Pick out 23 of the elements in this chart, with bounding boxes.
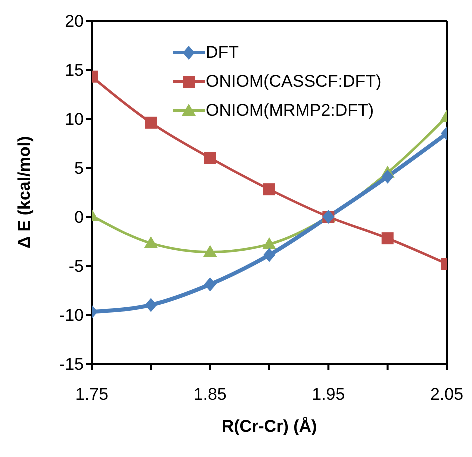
x-axis-title: R(Cr-Cr) (Å) (222, 417, 318, 436)
y-tick-label: -15 (59, 355, 84, 374)
y-tick-label: 20 (65, 12, 84, 32)
y-tick-label: 15 (65, 61, 84, 80)
legend-label: ONIOM(MRMP2:DFT) (206, 100, 374, 122)
y-tick-label: 10 (65, 110, 84, 130)
x-tick-label: 1.85 (194, 385, 227, 404)
point (204, 278, 216, 292)
point (203, 245, 218, 258)
point (264, 248, 276, 262)
x-tick-label: 2.05 (430, 385, 464, 404)
y-tick-label: 5 (74, 159, 84, 178)
y-tick-label: 0 (74, 208, 84, 228)
y-axis-title: Δ E (kcal/mol) (15, 136, 34, 249)
y-tick-label: -5 (68, 257, 84, 276)
x-tick-label: 1.75 (75, 385, 109, 404)
legend-label: ONIOM(CASSCF:DFT) (206, 71, 382, 93)
point (264, 184, 276, 196)
x-tick-label: 1.95 (312, 385, 346, 404)
y-tick-label: -10 (59, 306, 84, 326)
legend-label: DFT (206, 42, 240, 64)
point (262, 237, 276, 250)
point (204, 152, 216, 164)
